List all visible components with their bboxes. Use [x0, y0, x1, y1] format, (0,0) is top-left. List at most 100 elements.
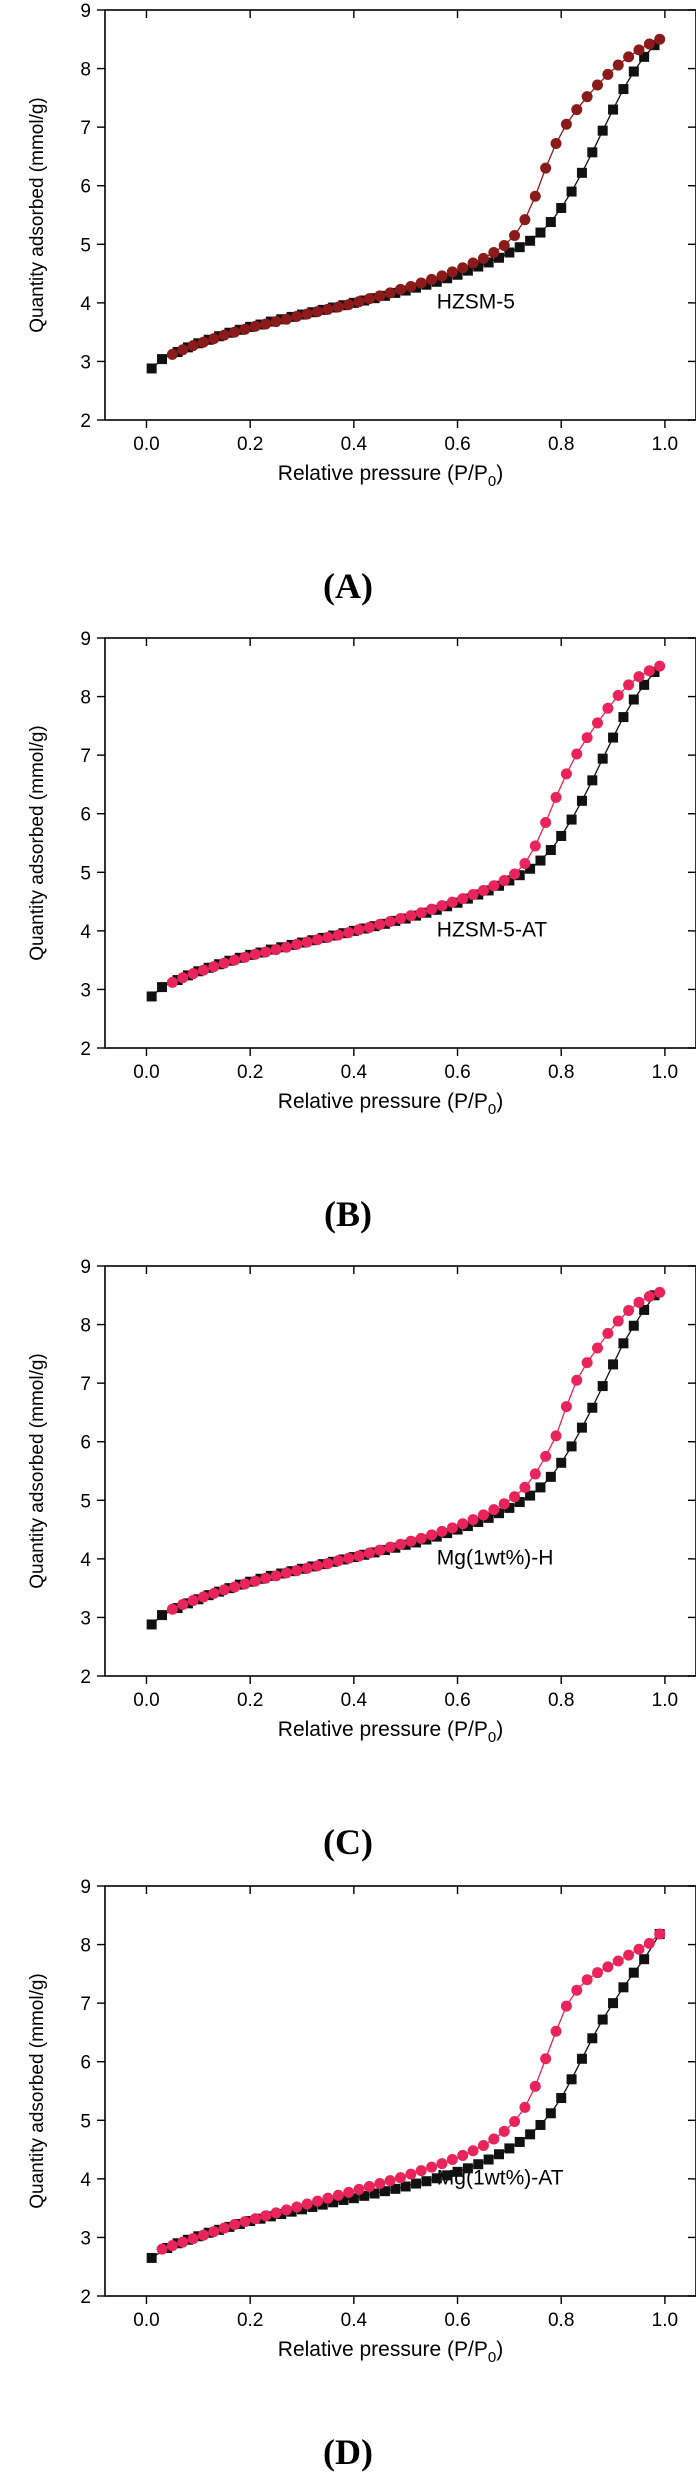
x-axis-label-subscript: 0 — [488, 2349, 496, 2366]
adsorption-point — [514, 2136, 525, 2147]
adsorption-point — [494, 2149, 504, 2160]
desorption-point — [477, 884, 489, 896]
adsorption-point — [483, 1512, 494, 1523]
desorption-point — [353, 2183, 365, 2195]
adsorption-point — [608, 1998, 619, 2009]
desorption-point — [177, 2236, 189, 2248]
y-tick-label: 3 — [80, 2228, 91, 2249]
desorption-point — [374, 2178, 386, 2190]
desorption-point — [187, 1594, 199, 1606]
panel-label-d: (D) — [323, 2432, 373, 2472]
adsorption-point — [504, 2143, 515, 2154]
desorption-point — [550, 791, 562, 803]
desorption-point — [426, 2161, 438, 2173]
adsorption-point — [297, 2204, 307, 2215]
adsorption-point — [504, 1502, 515, 1513]
desorption-point — [602, 1327, 614, 1339]
y-axis-label: Quantity adsorbed (mmol/g) — [27, 1973, 48, 2209]
desorption-point — [260, 2210, 272, 2222]
desorption-point — [343, 1552, 355, 1564]
adsorption-point — [618, 712, 629, 723]
desorption-line — [172, 1291, 660, 1610]
desorption-point — [519, 1481, 531, 1493]
adsorption-point — [431, 276, 442, 287]
desorption-point — [602, 1961, 614, 1973]
desorption-point — [353, 296, 365, 308]
y-tick-label: 5 — [80, 235, 91, 256]
adsorption-point — [504, 247, 515, 258]
desorption-point — [529, 190, 541, 202]
x-tick-label: 0.8 — [548, 2310, 574, 2331]
x-tick-label: 0.4 — [341, 2310, 368, 2331]
desorption-point — [633, 1296, 645, 1308]
desorption-point — [395, 283, 406, 295]
y-tick-label: 5 — [80, 1491, 91, 1512]
desorption-point — [208, 2226, 220, 2238]
desorption-point — [312, 934, 324, 946]
x-axis-label-close: ) — [496, 2338, 503, 2361]
desorption-point — [384, 1541, 396, 1553]
y-tick-label: 9 — [80, 629, 91, 650]
adsorption-point — [608, 1359, 619, 1370]
adsorption-point — [628, 694, 639, 705]
panel-d: 0.0 0.2 0.4 0.6 0.8 1.0 2 3 4 5 6 7 8 9 Relative press… — [0, 1876, 696, 2481]
desorption-point — [260, 318, 272, 330]
adsorption-point — [566, 1441, 577, 1452]
desorption-point — [509, 1491, 521, 1503]
desorption-point — [560, 118, 572, 130]
desorption-point — [498, 1498, 510, 1510]
desorption-point — [592, 717, 603, 729]
adsorption-point — [379, 2186, 390, 2197]
x-tick-label: 1.0 — [652, 1062, 678, 1083]
desorption-point — [436, 900, 448, 912]
adsorption-point — [157, 982, 168, 993]
adsorption-point — [400, 2181, 411, 2192]
adsorption-point — [494, 1508, 504, 1519]
adsorption-point — [328, 2197, 339, 2208]
x-axis-label-close: ) — [496, 462, 503, 485]
desorption-point — [571, 104, 583, 116]
panel-label-a: (A) — [323, 566, 373, 606]
desorption-point — [446, 896, 458, 908]
desorption-point — [477, 2139, 489, 2151]
desorption-point — [436, 2158, 448, 2170]
desorption-point — [322, 931, 334, 943]
adsorption-point — [483, 2154, 494, 2165]
desorption-line — [172, 665, 660, 983]
desorption-point — [322, 2192, 334, 2204]
adsorption-point — [556, 2093, 567, 2104]
adsorption-point — [525, 1490, 536, 1501]
x-tick-label: 0.2 — [237, 434, 263, 455]
desorption-point — [301, 936, 313, 948]
desorption-point — [540, 817, 552, 828]
panel-label-b: (B) — [324, 1194, 372, 1234]
adsorption-point — [556, 202, 567, 213]
desorption-point — [540, 1450, 552, 1462]
adsorption-line — [151, 1294, 656, 1625]
x-axis-label-close: ) — [496, 1090, 503, 1113]
adsorption-point — [608, 732, 619, 743]
desorption-point — [166, 2240, 178, 2252]
x-axis-label-subscript: 0 — [488, 473, 496, 490]
desorption-point — [519, 214, 531, 226]
desorption-point — [198, 336, 209, 348]
y-tick-label: 9 — [80, 1257, 91, 1278]
y-axis-label: Quantity adsorbed (mmol/g) — [27, 725, 48, 961]
adsorption-point — [483, 257, 494, 268]
desorption-point — [280, 941, 292, 953]
plot-frame — [104, 1265, 696, 1677]
adsorption-point — [535, 1482, 546, 1493]
y-tick-label: 7 — [80, 1374, 91, 1395]
desorption-point — [332, 929, 344, 941]
desorption-point — [612, 1315, 624, 1327]
adsorption-point — [494, 252, 504, 263]
adsorption-line — [151, 671, 656, 997]
x-axis-label: Relative pressure (P/P0) — [278, 1090, 503, 1118]
adsorption-point — [597, 753, 608, 764]
desorption-point — [395, 1538, 406, 1550]
y-tick-label: 7 — [80, 1994, 91, 2015]
desorption-point — [405, 1535, 417, 1547]
sample-annotation: HZSM-5-AT — [437, 919, 548, 942]
desorption-point — [280, 1567, 292, 1579]
adsorption-point — [525, 863, 536, 874]
